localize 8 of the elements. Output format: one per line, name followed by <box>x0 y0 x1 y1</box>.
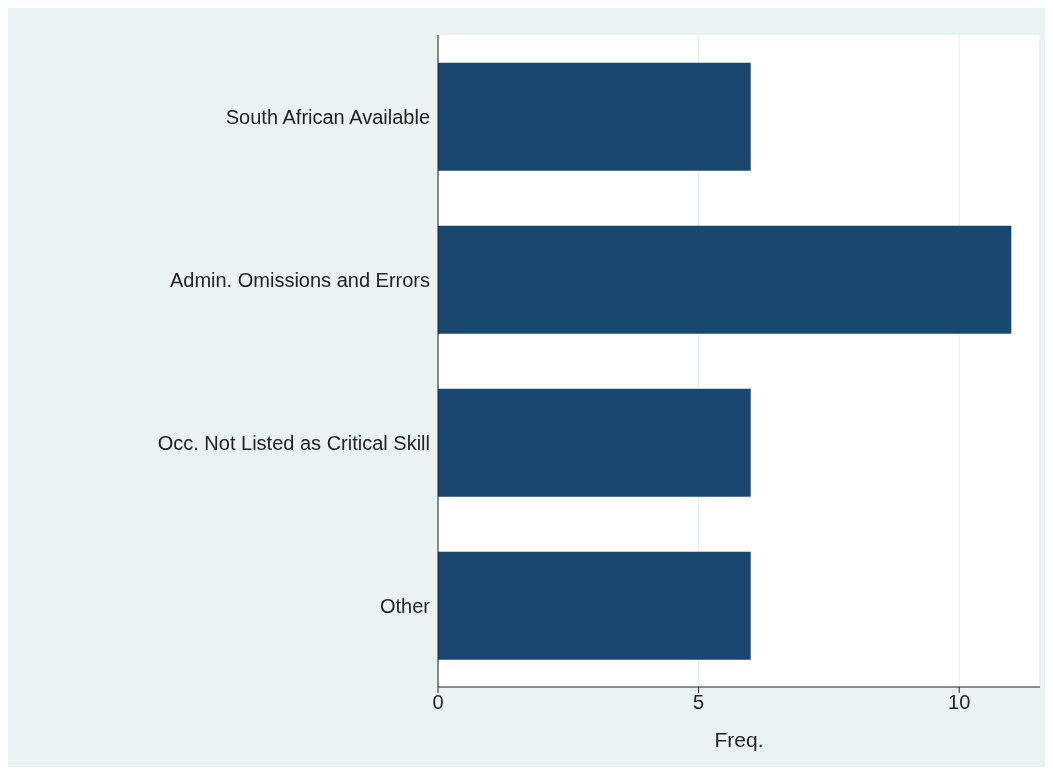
y-tick-label: Occ. Not Listed as Critical Skill <box>157 431 430 454</box>
y-tick-label: Admin. Omissions and Errors <box>169 268 430 291</box>
x-axis-title: Freq. <box>714 728 764 751</box>
y-tick-label: South African Available <box>225 105 430 128</box>
x-tick-label: 0 <box>432 691 444 714</box>
x-tick-label: 5 <box>693 691 705 714</box>
y-tick-label: Other <box>379 594 431 617</box>
x-tick-label: 10 <box>948 691 971 714</box>
